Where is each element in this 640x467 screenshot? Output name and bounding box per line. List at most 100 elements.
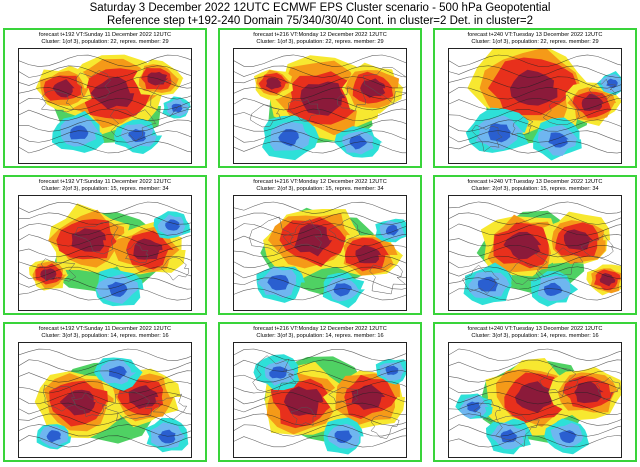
map-graphic [234, 196, 406, 310]
geopotential-isoline [449, 119, 621, 132]
coastline [40, 258, 77, 282]
geopotential-isoline [234, 119, 406, 132]
map-graphic [19, 343, 191, 457]
geopotential-isoline [19, 370, 191, 383]
geopotential-isoline [234, 424, 406, 437]
geopotential-isoline [449, 87, 621, 100]
coastline [249, 104, 281, 128]
contour-fill-deep-red [503, 231, 542, 260]
geopotential-isoline [449, 370, 621, 383]
coastline [508, 260, 543, 285]
geopotential-isoline [19, 381, 191, 394]
geopotential-isoline [19, 65, 191, 78]
map-graphic [19, 49, 191, 163]
geopotential-isoline [19, 288, 191, 301]
geopotential-isoline [19, 266, 191, 279]
panel-forecast-label: forecast t+216 VT:Monday 12 December 202… [253, 179, 387, 185]
geopotential-isoline [234, 266, 406, 279]
coastline [40, 89, 75, 113]
panel-caption: forecast t+240 VT:Tuesday 13 December 20… [435, 326, 635, 340]
geopotential-isoline [234, 76, 406, 89]
geopotential-isoline [234, 359, 406, 372]
coastline [473, 398, 501, 422]
panel-cluster3-t192: forecast t+192 VT:Sunday 11 December 202… [3, 322, 207, 462]
coastline [588, 78, 617, 100]
coastline [43, 384, 76, 412]
panel-caption: forecast t+240 VT:Tuesday 13 December 20… [435, 179, 635, 193]
geopotential-isoline [449, 244, 621, 258]
panel-cluster-label: Cluster: 3(of 3), population: 14, repres… [471, 333, 599, 339]
contour-fill-blue [107, 281, 128, 298]
panel-caption: forecast t+216 VT:Monday 12 December 202… [220, 179, 420, 193]
panel-caption: forecast t+216 VT:Monday 12 December 202… [220, 32, 420, 46]
contour-fill-blue [267, 274, 290, 291]
panel-cluster-label: Cluster: 2(of 3), population: 15, repres… [256, 186, 384, 192]
contour-fill-deep-red [265, 77, 282, 90]
geopotential-map [18, 48, 192, 164]
geopotential-isoline [19, 97, 191, 111]
map-graphic [449, 196, 621, 310]
coastline [539, 366, 579, 397]
geopotential-isoline [234, 391, 406, 405]
geopotential-isoline [449, 201, 621, 214]
coastline [288, 98, 320, 123]
coastline [595, 376, 621, 400]
coastline [328, 387, 359, 405]
panel-forecast-label: forecast t+216 VT:Monday 12 December 202… [253, 32, 387, 38]
geopotential-isoline [234, 130, 406, 143]
panel-caption: forecast t+192 VT:Sunday 11 December 202… [5, 32, 205, 46]
geopotential-isoline [19, 244, 191, 258]
coastline [109, 108, 157, 142]
coastline [249, 216, 294, 254]
coastline [75, 70, 111, 100]
page-header: Saturday 3 December 2022 12UTC ECMWF EPS… [0, 0, 640, 28]
geopotential-isoline [19, 223, 191, 236]
geopotential-isoline [449, 212, 621, 225]
coastline [150, 80, 191, 118]
coastline [328, 218, 360, 243]
coastline [282, 219, 323, 250]
panel-cluster2-t240: forecast t+240 VT:Tuesday 13 December 20… [433, 175, 637, 315]
contour-fill-blue [108, 365, 128, 380]
geopotential-isoline [234, 244, 406, 258]
geopotential-isoline [449, 348, 621, 361]
contour-fill-blue [46, 430, 61, 443]
geopotential-isoline [19, 141, 191, 154]
geopotential-isoline [449, 424, 621, 437]
geopotential-map [233, 195, 407, 311]
panel-cluster2-t216: forecast t+216 VT:Monday 12 December 202… [218, 175, 422, 315]
geopotential-isoline [19, 359, 191, 372]
panel-forecast-label: forecast t+240 VT:Tuesday 13 December 20… [467, 32, 603, 38]
contour-fill-deep-red [355, 245, 382, 264]
coastline [580, 233, 614, 258]
coastline [252, 355, 297, 393]
geopotential-map [448, 48, 622, 164]
panel-cluster-label: Cluster: 2(of 3), population: 15, repres… [471, 186, 599, 192]
panel-caption: forecast t+240 VT:Tuesday 13 December 20… [435, 32, 635, 46]
geopotential-isoline [234, 234, 406, 247]
panel-caption: forecast t+216 VT:Monday 12 December 202… [220, 326, 420, 340]
geopotential-isoline [449, 234, 621, 247]
geopotential-isoline [449, 130, 621, 143]
geopotential-isoline [449, 435, 621, 448]
geopotential-isoline [19, 424, 191, 437]
geopotential-isoline [234, 97, 406, 111]
coastline [161, 256, 190, 281]
geopotential-isoline [449, 65, 621, 78]
geopotential-isoline [449, 141, 621, 154]
geopotential-isoline [234, 370, 406, 383]
panel-caption: forecast t+192 VT:Sunday 11 December 202… [5, 179, 205, 193]
geopotential-isoline [449, 76, 621, 89]
cluster-panel-grid: forecast t+192 VT:Sunday 11 December 202… [3, 28, 637, 465]
geopotential-isoline [234, 277, 406, 290]
geopotential-isoline [234, 87, 406, 100]
geopotential-map [18, 342, 192, 458]
contour-fill-deep-red [52, 79, 75, 98]
panel-cluster-label: Cluster: 2(of 3), population: 15, repres… [41, 186, 169, 192]
geopotential-isoline [449, 108, 621, 122]
contour-fill-deep-red [514, 381, 553, 413]
panel-cluster-label: Cluster: 1(of 3), population: 22, repres… [256, 39, 384, 45]
geopotential-isoline [234, 255, 406, 268]
contour-fill-deep-red [360, 78, 386, 98]
panel-forecast-label: forecast t+240 VT:Tuesday 13 December 20… [467, 179, 603, 185]
